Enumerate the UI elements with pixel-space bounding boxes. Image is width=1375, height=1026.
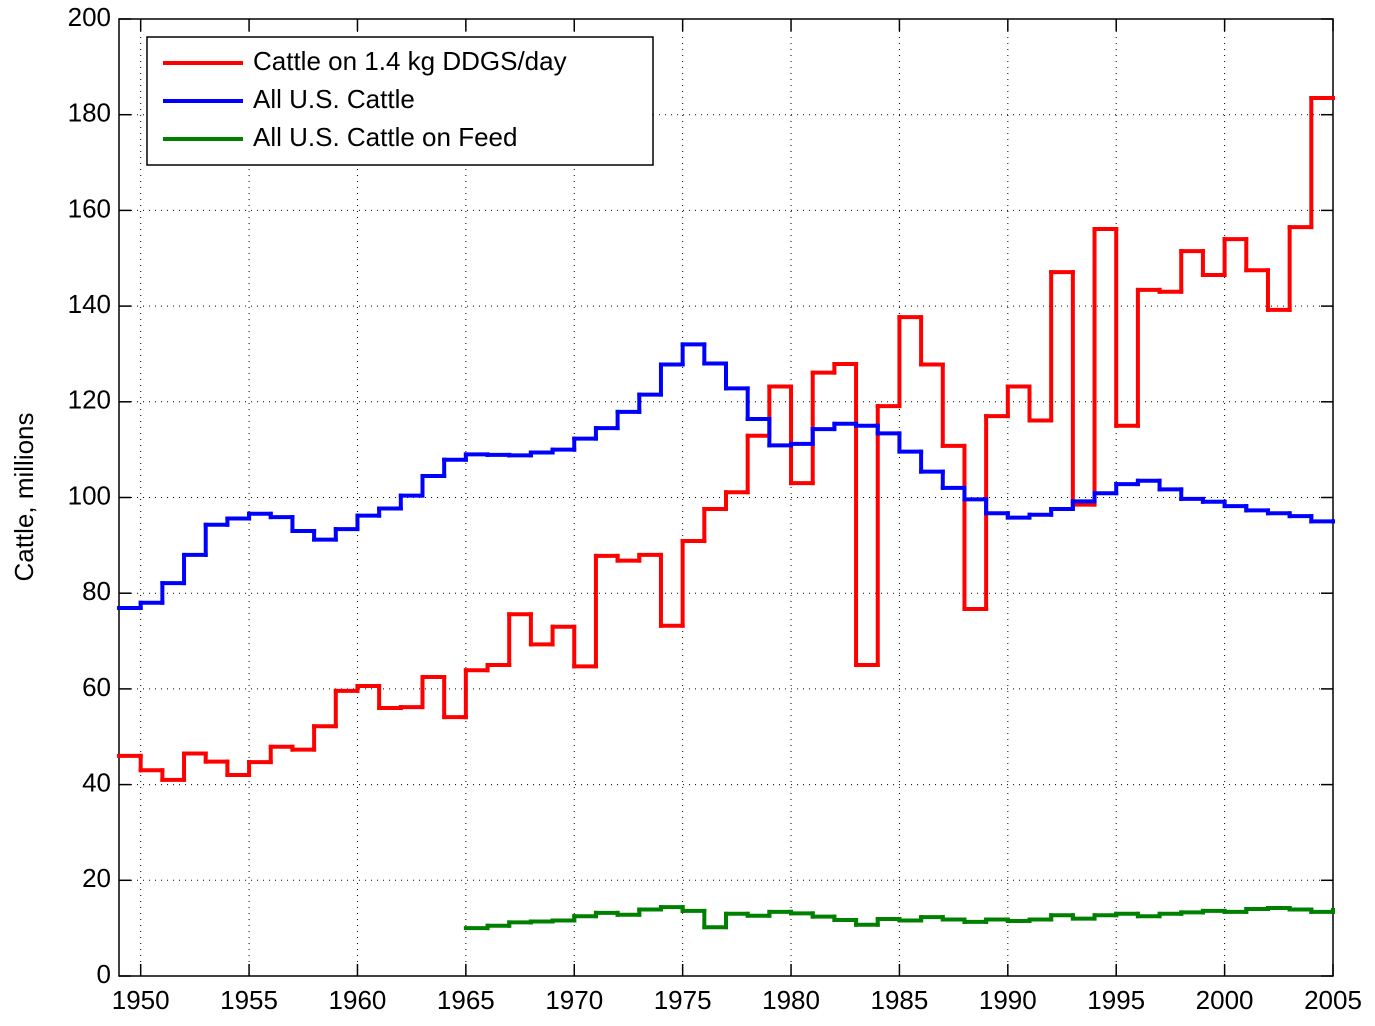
- y-tick-label: 180: [68, 98, 111, 128]
- y-tick-label: 20: [82, 863, 111, 893]
- x-tick-label: 1950: [112, 985, 170, 1015]
- x-tick-label: 2005: [1304, 985, 1362, 1015]
- x-tick-label: 2000: [1196, 985, 1254, 1015]
- y-tick-label: 200: [68, 2, 111, 32]
- y-tick-label: 40: [82, 767, 111, 797]
- x-tick-label: 1995: [1087, 985, 1145, 1015]
- y-tick-label: 0: [97, 959, 111, 989]
- x-tick-label: 1980: [762, 985, 820, 1015]
- y-tick-label: 140: [68, 289, 111, 319]
- x-tick-label: 1955: [220, 985, 278, 1015]
- y-tick-label: 120: [68, 385, 111, 415]
- legend-label: Cattle on 1.4 kg DDGS/day: [253, 46, 567, 76]
- legend-label: All U.S. Cattle: [253, 84, 415, 114]
- legend-label: All U.S. Cattle on Feed: [253, 122, 517, 152]
- plot-frame: [118, 18, 1334, 977]
- y-tick-label: 80: [82, 576, 111, 606]
- y-axis-label: Cattle, millions: [9, 412, 39, 581]
- x-tick-label: 1990: [979, 985, 1037, 1015]
- y-tick-label: 160: [68, 193, 111, 223]
- x-tick-label: 1985: [871, 985, 929, 1015]
- x-tick-label: 1960: [329, 985, 387, 1015]
- x-tick-label: 1970: [545, 985, 603, 1015]
- y-tick-label: 60: [82, 672, 111, 702]
- x-tick-label: 1965: [437, 985, 495, 1015]
- x-tick-label: 1975: [654, 985, 712, 1015]
- y-tick-label: 100: [68, 480, 111, 510]
